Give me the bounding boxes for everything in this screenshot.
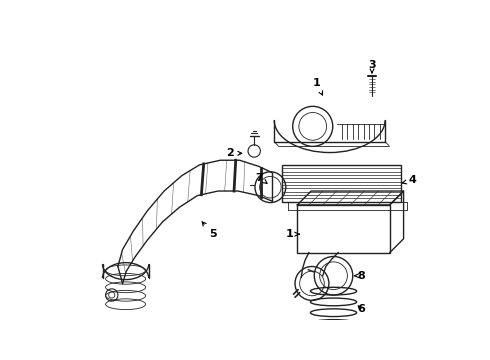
Bar — [297, 205, 390, 253]
Text: 2: 2 — [226, 148, 242, 158]
Text: 1: 1 — [286, 229, 299, 239]
Text: 5: 5 — [202, 222, 217, 239]
Text: 4: 4 — [402, 175, 417, 185]
Bar — [282, 165, 401, 202]
Text: 3: 3 — [368, 60, 376, 73]
Text: 6: 6 — [357, 304, 365, 314]
Text: 8: 8 — [354, 271, 365, 281]
Text: 7: 7 — [256, 173, 267, 183]
Text: 1: 1 — [313, 78, 322, 95]
